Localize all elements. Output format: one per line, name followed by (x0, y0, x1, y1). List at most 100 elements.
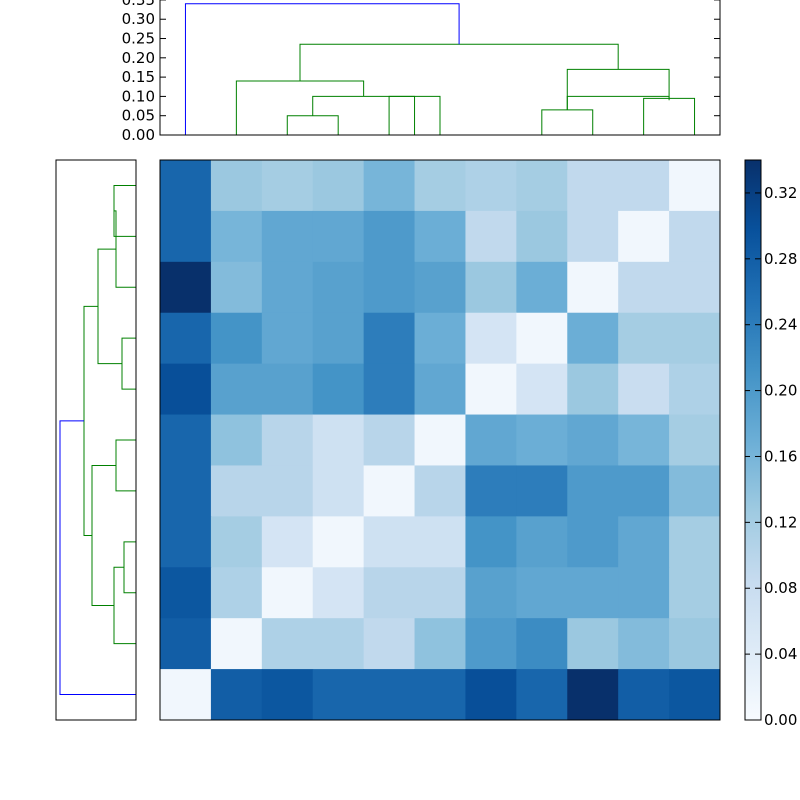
heatmap-cell (414, 465, 466, 517)
left-dendrogram-link (115, 439, 136, 492)
heatmap-cell (414, 363, 466, 416)
top-y-tick-label: 0.15 (122, 68, 155, 86)
heatmap-cell (210, 516, 263, 568)
heatmap-cell (465, 516, 517, 568)
heatmap-cell (363, 363, 416, 416)
heatmap-cell (669, 363, 721, 416)
top-dendrogram-link (541, 109, 594, 135)
colorbar-tick-label: 0.28 (764, 250, 797, 268)
heatmap-cell (465, 160, 517, 212)
top-y-tick-label: 0.00 (122, 126, 155, 144)
heatmap-frame (159, 159, 721, 721)
left-dendrogram-link (113, 184, 136, 237)
heatmap-cell (312, 210, 365, 263)
heatmap-cell (618, 516, 670, 568)
heatmap-cell (160, 618, 212, 670)
heatmap-cell (567, 312, 619, 365)
heatmap-cell (618, 160, 670, 212)
heatmap-cell (567, 363, 619, 416)
heatmap-cell (516, 618, 568, 670)
heatmap-cell (669, 516, 721, 568)
top-y-tick-label: 0.25 (122, 30, 155, 48)
heatmap-cell (312, 618, 365, 670)
heatmap-cell (414, 312, 466, 365)
heatmap-cell (618, 210, 670, 263)
left-dendrogram-link (113, 566, 136, 645)
heatmap-cell (618, 261, 670, 314)
colorbar-tick-label: 0.16 (764, 447, 797, 465)
heatmap-cell (210, 261, 263, 314)
top-y-tick-label: 0.30 (122, 10, 155, 28)
heatmap-cell (210, 465, 263, 517)
left-dendrogram-link (59, 420, 136, 696)
heatmap-cell (516, 210, 568, 263)
heatmap-cell (210, 669, 263, 721)
heatmap-cell (312, 261, 365, 314)
colorbar-tick-label: 0.12 (764, 513, 797, 531)
colorbar-tick-label: 0.00 (764, 711, 797, 729)
top-dendrogram-frame (159, 0, 721, 136)
heatmap-cell (618, 669, 670, 721)
heatmap-cell (261, 312, 314, 365)
heatmap-cell (312, 516, 365, 568)
heatmap-cell (669, 414, 721, 466)
heatmap-cell (160, 312, 212, 365)
colorbar-axis: 0.00 0.04 0.08 0.12 0.16 0.20 0.24 0.28 0.32 (745, 184, 797, 729)
heatmap-cell (516, 516, 568, 568)
heatmap-cell (160, 160, 212, 212)
heatmap-cell (516, 363, 568, 416)
heatmap-cell (669, 210, 721, 263)
colorbar-tick-label: 0.24 (764, 316, 797, 334)
heatmap-cell (516, 414, 568, 466)
heatmap-cell (210, 363, 263, 416)
colorbar-tick-label: 0.32 (764, 184, 797, 202)
heatmap-cell (312, 465, 365, 517)
heatmap-cell (465, 567, 517, 619)
heatmap-cell (210, 618, 263, 670)
heatmap-cell (261, 414, 314, 466)
colorbar (744, 159, 762, 721)
heatmap-cell (363, 465, 416, 517)
heatmap-cell (363, 516, 416, 568)
heatmap-cell (363, 618, 416, 670)
top-y-tick-label: 0.35 (122, 0, 155, 9)
heatmap-cell (160, 363, 212, 416)
heatmap-cell (414, 210, 466, 263)
top-y-tick-label: 0.10 (122, 87, 155, 105)
heatmap-cell (312, 669, 365, 721)
left-dendrogram-link (114, 210, 136, 288)
heatmap-cell (669, 465, 721, 517)
top-dendrogram-y-axis: 0.000.05 0.100.150.200.25 0.300.35 (122, 0, 720, 144)
heatmap-cell (669, 618, 721, 670)
heatmap-cell (516, 669, 568, 721)
left-dendrogram-link (91, 464, 116, 606)
heatmap-cell (210, 567, 263, 619)
heatmap-cell (261, 261, 314, 314)
heatmap-cell (516, 160, 568, 212)
heatmap-cell (567, 160, 619, 212)
colorbar-tick-label: 0.08 (764, 579, 797, 597)
top-dendrogram (184, 3, 696, 135)
top-dendrogram-link (388, 95, 441, 135)
heatmap-cell (261, 210, 314, 263)
heatmap-cell (363, 261, 416, 314)
heatmap-cell (160, 567, 212, 619)
heatmap-cell (261, 567, 314, 619)
heatmap-cell (312, 160, 365, 212)
heatmap-cell (465, 312, 517, 365)
heatmap-cell (516, 261, 568, 314)
top-y-tick-label: 0.20 (122, 49, 155, 67)
left-dendrogram-link (97, 248, 122, 365)
heatmap-cell (414, 567, 466, 619)
heatmap (160, 160, 721, 721)
heatmap-cell (669, 261, 721, 314)
colorbar-tick-label: 0.04 (764, 645, 797, 663)
heatmap-cell (567, 261, 619, 314)
heatmap-cell (363, 567, 416, 619)
heatmap-cell (160, 261, 212, 314)
heatmap-cell (516, 465, 568, 517)
colorbar-tick-label: 0.20 (764, 382, 797, 400)
heatmap-cell (414, 516, 466, 568)
heatmap-cell (516, 312, 568, 365)
